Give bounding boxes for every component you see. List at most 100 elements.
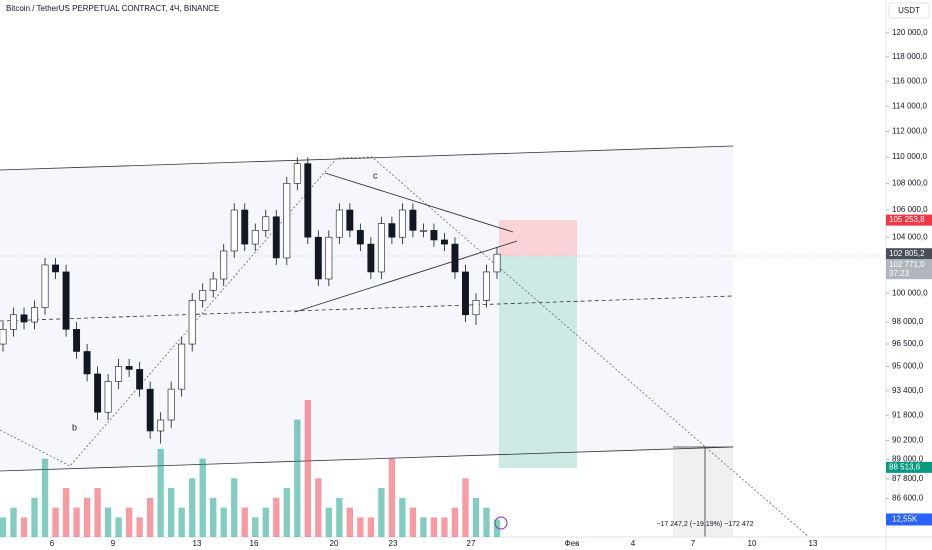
candle-body: [346, 209, 354, 231]
candle-body: [125, 366, 133, 370]
volume-bar: [136, 517, 143, 537]
candle-body: [157, 419, 165, 432]
volume-bar: [0, 517, 7, 537]
candle-body: [220, 250, 228, 280]
volume-tag-label: 12,55K: [892, 515, 918, 524]
volume-bar: [20, 517, 28, 537]
y-tick-label: 89 000,0: [892, 455, 924, 464]
x-tick-label: 16: [250, 539, 259, 548]
volume-bar: [52, 507, 59, 537]
y-tick-label: 110 000,0: [892, 152, 928, 161]
volume-bar: [346, 507, 354, 537]
volume-bar: [388, 458, 396, 537]
price-tag-timer: 37:23: [889, 269, 910, 278]
candle-body: [283, 183, 291, 259]
volume-bar: [115, 517, 122, 537]
candle-body: [335, 209, 343, 238]
volume-bar: [336, 497, 343, 537]
candle-body: [472, 300, 480, 316]
volume-bar: [451, 507, 459, 537]
candle-body: [304, 163, 312, 238]
currency[interactable]: USDT: [898, 6, 920, 15]
candle-body: [430, 230, 438, 241]
price-tag-label: 88 513,6: [889, 462, 921, 471]
channel-bottom: [0, 446, 734, 472]
volume-bar: [94, 488, 101, 537]
candle-body: [272, 216, 280, 259]
candle-body: [325, 236, 333, 280]
measure-box: [673, 447, 733, 537]
y-tick-label: 100 000,0: [892, 288, 928, 297]
candle-body: [356, 230, 364, 245]
candle-body: [241, 209, 249, 245]
x-tick-label: 6: [50, 539, 55, 548]
volume-bar: [273, 497, 280, 537]
wave-line: [0, 156, 810, 538]
x-tick-label: 13: [809, 539, 818, 548]
candle-body: [262, 216, 270, 231]
volume-bar: [430, 517, 438, 537]
candle-body: [10, 314, 17, 330]
volume-bar: [315, 478, 322, 537]
candle-body: [104, 381, 112, 413]
volume-bar: [472, 497, 480, 537]
volume-bar: [409, 507, 417, 537]
candle-body: [409, 209, 417, 231]
y-tick-label: 95 000,0: [892, 362, 924, 371]
y-tick-label: 91 800,0: [892, 410, 924, 419]
candle-body: [462, 271, 469, 316]
x-tick-label: 27: [467, 539, 476, 548]
candle-body: [377, 223, 385, 273]
candle-body: [398, 209, 406, 238]
x-tick-label: 4: [631, 539, 636, 548]
x-tick-label: 13: [193, 539, 202, 548]
x-tick-label: Фев: [565, 539, 580, 548]
candle-body: [62, 271, 70, 330]
candle-body: [73, 329, 81, 352]
channel-top: [0, 145, 734, 171]
candle-body: [293, 163, 301, 184]
volume-bar: [146, 497, 154, 537]
candle-body: [41, 264, 49, 308]
candle-body: [419, 230, 427, 232]
volume-bar: [367, 517, 375, 537]
y-tick-label: 118 000,0: [892, 52, 928, 61]
price-tag-label: 105 253,8: [889, 215, 925, 224]
volume-bar: [104, 507, 112, 537]
measure-label: −17 247,2 (−19,19%) −172 472: [656, 521, 753, 528]
candle-body: [115, 366, 123, 382]
volume-bar: [178, 507, 185, 537]
x-tick-label: 7: [691, 539, 696, 548]
wave-label: b: [72, 422, 77, 432]
volume-bar: [220, 507, 227, 537]
candle-body: [136, 369, 144, 390]
candle-body: [388, 223, 396, 238]
volume-bar: [125, 507, 133, 537]
triangle-top: [324, 172, 514, 233]
candle-body: [493, 253, 501, 273]
volume-bar: [157, 448, 164, 537]
y-tick-label: 116 000,0: [892, 76, 928, 85]
candle-body: [440, 239, 448, 245]
candle-body: [31, 307, 38, 323]
price-tag-label: 102 805,2: [889, 249, 925, 258]
y-tick-label: 98 000,0: [892, 317, 924, 326]
volume-bar: [10, 507, 17, 537]
y-tick-label: 104 000,0: [892, 232, 928, 241]
candle-body: [83, 351, 91, 375]
volume-bar: [262, 507, 269, 537]
candle-body: [146, 388, 154, 432]
candle-body: [251, 230, 259, 245]
volume-bar: [325, 507, 332, 537]
price-tag: [886, 259, 932, 280]
y-tick-label: 108 000,0: [892, 178, 928, 187]
volume-bar: [483, 507, 490, 537]
volume-bar: [441, 517, 448, 537]
candle-body: [178, 343, 186, 390]
candle-body: [94, 373, 102, 413]
candle-body: [451, 243, 459, 273]
volume-bar: [210, 497, 217, 537]
price-tag: [886, 248, 932, 260]
currency-button[interactable]: [888, 2, 930, 19]
